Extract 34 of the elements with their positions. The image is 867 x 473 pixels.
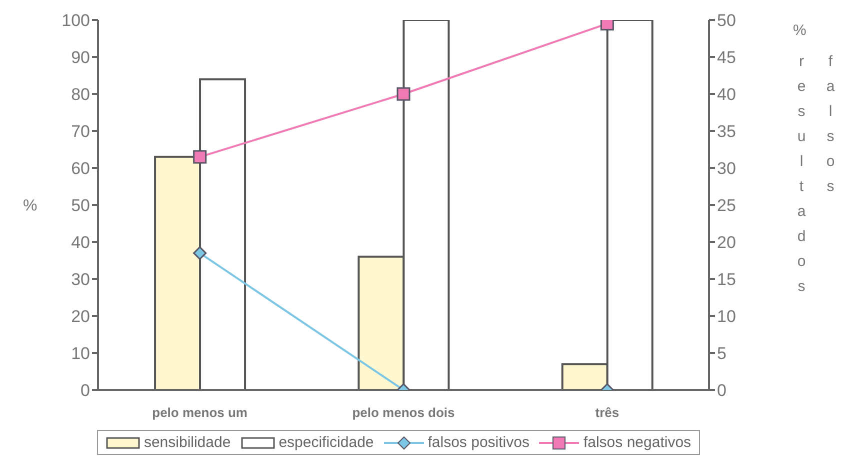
y-tick-label: 40 bbox=[71, 233, 90, 252]
x-tick-label: pelo menos dois bbox=[352, 405, 455, 420]
y2-tick-label: 30 bbox=[717, 159, 736, 178]
y2-tick-label: 35 bbox=[717, 122, 736, 142]
y2-tick-label: 40 bbox=[717, 85, 736, 104]
y2-tick-label: 20 bbox=[717, 233, 736, 252]
legend-label: especificidade bbox=[278, 434, 374, 451]
y2-tick-label: 5 bbox=[717, 344, 726, 364]
legend-label: falsos negativos bbox=[582, 434, 692, 451]
y-tick-label: 60 bbox=[71, 159, 90, 178]
y-tick-label: 50 bbox=[71, 196, 90, 216]
y2-tick-label: 15 bbox=[717, 270, 736, 290]
y-tick-label: 80 bbox=[71, 85, 90, 104]
y-tick-label: 70 bbox=[71, 122, 90, 142]
y2-tick-label: 0 bbox=[717, 381, 726, 400]
y2-tick-label: 10 bbox=[717, 307, 736, 326]
y-tick-label: 0 bbox=[80, 381, 90, 400]
x-tick-label: três bbox=[595, 405, 620, 420]
y-tick-label: 20 bbox=[71, 307, 90, 326]
y-tick-label: 90 bbox=[71, 48, 90, 68]
y2-tick-label: 25 bbox=[717, 196, 736, 216]
legend-label: sensibilidade bbox=[142, 434, 231, 451]
y2-axis-title: % resultados falsos bbox=[793, 22, 839, 303]
x-tick-label: pelo menos um bbox=[152, 405, 248, 420]
y2-tick-label: 45 bbox=[717, 48, 736, 68]
y-tick-label: 100 bbox=[62, 11, 90, 30]
y2-tick-label: 50 bbox=[717, 11, 736, 30]
y-axis-title: % bbox=[23, 198, 38, 215]
y-tick-label: 30 bbox=[71, 270, 90, 290]
point bbox=[396, 87, 410, 101]
point bbox=[193, 246, 207, 260]
legend-label: falsos positivos bbox=[426, 434, 530, 451]
y-tick-label: 10 bbox=[71, 344, 90, 364]
point bbox=[193, 150, 207, 164]
